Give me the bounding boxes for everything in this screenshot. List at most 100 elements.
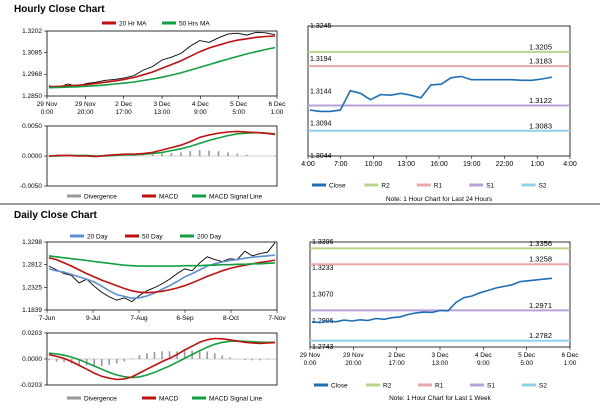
daily-macd-divergence-bar bbox=[153, 351, 156, 359]
daily-levels-xtick-label: 4 Dec bbox=[475, 352, 493, 359]
hourly-levels-legend-0-swatch bbox=[312, 183, 326, 187]
daily-levels-xtick-label: 1:00 bbox=[564, 360, 577, 367]
hourly-levels-legend-3: S1 bbox=[486, 183, 494, 190]
hourly-price-xtick-label: 5 Dec bbox=[230, 101, 248, 108]
daily-macd-signal-line bbox=[48, 340, 275, 379]
hourly-price-legend-0: 20 Hr MA bbox=[119, 21, 147, 28]
daily-price-series-ma200 bbox=[48, 255, 276, 267]
hourly-levels-note: Note: 1 Hour Chart for Last 24 Hours bbox=[386, 196, 493, 203]
hourly-macd-macd-line bbox=[48, 130, 276, 158]
daily-price-legend-2-swatch bbox=[180, 234, 194, 238]
hourly-price-xtick-label: 2 Dec bbox=[115, 101, 133, 108]
hourly-price-legend-1-swatch bbox=[162, 21, 176, 25]
daily-levels-legend-1-swatch bbox=[366, 383, 380, 387]
hourly-levels-legend-2: R1 bbox=[434, 183, 443, 190]
daily-macd-divergence-bar bbox=[93, 359, 95, 367]
hourly-macd-divergence-bar bbox=[236, 153, 239, 156]
daily-levels-note: Note: 1 Hour Chart for Last 1 Week bbox=[389, 395, 492, 402]
hourly-macd-divergence-bar bbox=[198, 150, 201, 156]
hourly-macd-divergence-bar bbox=[132, 155, 135, 156]
daily-levels-xtick-label: 29 Nov bbox=[300, 352, 321, 359]
daily-levels-legend-2-swatch bbox=[418, 383, 432, 387]
hourly-price-xtick-label: 9:00 bbox=[194, 109, 207, 116]
hourly-section-title: Hourly Close Chart bbox=[14, 4, 105, 15]
daily-levels-xtick-label: 5:00 bbox=[520, 360, 533, 367]
daily-macd-divergence-bar bbox=[229, 357, 231, 359]
hourly-levels-legend-2-swatch bbox=[416, 183, 431, 187]
hourly-levels-legend-4-swatch bbox=[521, 183, 536, 187]
daily-macd-divergence-bar bbox=[206, 351, 208, 359]
daily-macd-legend-2: MACD Signal Line bbox=[209, 396, 262, 403]
daily-macd-divergence-bar bbox=[63, 359, 65, 363]
hourly-levels-xtick-label: 4:00 bbox=[301, 161, 315, 168]
daily-macd-divergence-bar bbox=[131, 358, 133, 359]
daily-macd-divergence-bar bbox=[198, 350, 201, 359]
hourly-macd-divergence-bar bbox=[57, 155, 60, 156]
daily-levels-xtick-label: 13:00 bbox=[432, 360, 449, 367]
daily-macd-divergence-bar bbox=[168, 351, 171, 359]
hourly-macd-divergence-bar bbox=[95, 156, 97, 157]
daily-price-xtick-label: 7-Jun bbox=[39, 315, 56, 322]
hourly-macd-divergence-bar bbox=[180, 152, 182, 156]
hourly-macd-divergence-bar bbox=[227, 152, 229, 156]
daily-levels-legend-3: S1 bbox=[487, 383, 495, 390]
daily-price-legend-0-swatch bbox=[70, 234, 84, 238]
hourly-macd-ytick-label: -0.0050 bbox=[20, 183, 42, 190]
daily-levels-legend-4: S2 bbox=[539, 383, 547, 390]
daily-levels-ytick-label: 1.3233 bbox=[312, 265, 334, 272]
daily-macd-legend-1-swatch bbox=[142, 396, 156, 400]
hourly-price-xtick-label: 3 Dec bbox=[154, 101, 172, 108]
daily-macd-macd-line bbox=[48, 337, 276, 381]
daily-macd-legend-1: MACD bbox=[159, 396, 178, 403]
daily-price-xtick-label: 7-Aug bbox=[130, 315, 148, 322]
hourly-price-legend-1: 50 Hrs MA bbox=[179, 21, 210, 28]
hourly-price-ytick-label: 1.2968 bbox=[22, 71, 42, 78]
hourly-levels-ytick-label: 1.3094 bbox=[310, 121, 332, 128]
daily-macd-divergence-bar bbox=[221, 355, 224, 359]
daily-price-xtick-label: 8-Oct bbox=[223, 315, 239, 322]
hourly-levels-xtick-label: 22:00 bbox=[496, 161, 514, 168]
daily-levels-xtick-label: 9:00 bbox=[477, 360, 490, 367]
daily-macd-divergence-bar bbox=[138, 355, 141, 359]
section-divider bbox=[0, 203, 600, 205]
daily-macd-divergence-bar bbox=[259, 359, 261, 361]
daily-macd-divergence-bar bbox=[266, 359, 269, 360]
hourly-levels-xtick-label: 13:00 bbox=[397, 161, 415, 168]
daily-levels-ytick-label: 1.2906 bbox=[312, 318, 334, 325]
hourly-macd-legend-2: MACD Signal Line bbox=[209, 194, 262, 201]
hourly-macd-divergence-bar bbox=[151, 154, 154, 156]
daily-levels-level-label-R2: 1.3356 bbox=[529, 239, 552, 248]
hourly-levels-xtick-label: 7:00 bbox=[334, 161, 348, 168]
daily-price-series-ma20 bbox=[48, 254, 276, 300]
daily-macd-divergence-bar bbox=[191, 350, 193, 359]
daily-levels-level-label-R1: 1.3258 bbox=[529, 255, 552, 264]
daily-price-series-ma50 bbox=[48, 257, 276, 294]
hourly-price-xtick-label: 6 Dec bbox=[269, 101, 287, 108]
daily-macd-legend-0-swatch bbox=[67, 396, 81, 400]
hourly-macd-divergence-bar bbox=[217, 151, 220, 156]
daily-macd-divergence-bar bbox=[123, 359, 126, 362]
hourly-macd-ytick-label: 0.0050 bbox=[22, 123, 42, 130]
daily-price-plot-area bbox=[46, 241, 278, 311]
hourly-levels-level-label-R1: 1.3183 bbox=[529, 57, 552, 66]
hourly-macd-divergence-bar bbox=[161, 153, 163, 156]
daily-levels-level-label-S1: 1.2971 bbox=[529, 301, 552, 310]
daily-levels-legend-0-swatch bbox=[314, 383, 328, 387]
hourly-levels-close-line bbox=[309, 75, 553, 113]
daily-levels-level-label-S2: 1.2782 bbox=[529, 331, 552, 340]
hourly-levels-ytick-label: 1.3194 bbox=[310, 56, 332, 63]
daily-section-title: Daily Close Chart bbox=[14, 210, 97, 221]
hourly-levels-legend-1-swatch bbox=[364, 183, 379, 187]
daily-levels-xtick-label: 20:00 bbox=[345, 360, 362, 367]
hourly-macd-divergence-bar bbox=[208, 150, 210, 156]
hourly-macd-divergence-bar bbox=[189, 151, 192, 156]
daily-macd-divergence-bar bbox=[183, 350, 186, 359]
hourly-macd-legend-0-swatch bbox=[67, 194, 81, 198]
hourly-levels-legend-3-swatch bbox=[469, 183, 484, 187]
daily-price-series-close bbox=[48, 242, 276, 303]
hourly-levels-xtick-label: 19:00 bbox=[463, 161, 481, 168]
